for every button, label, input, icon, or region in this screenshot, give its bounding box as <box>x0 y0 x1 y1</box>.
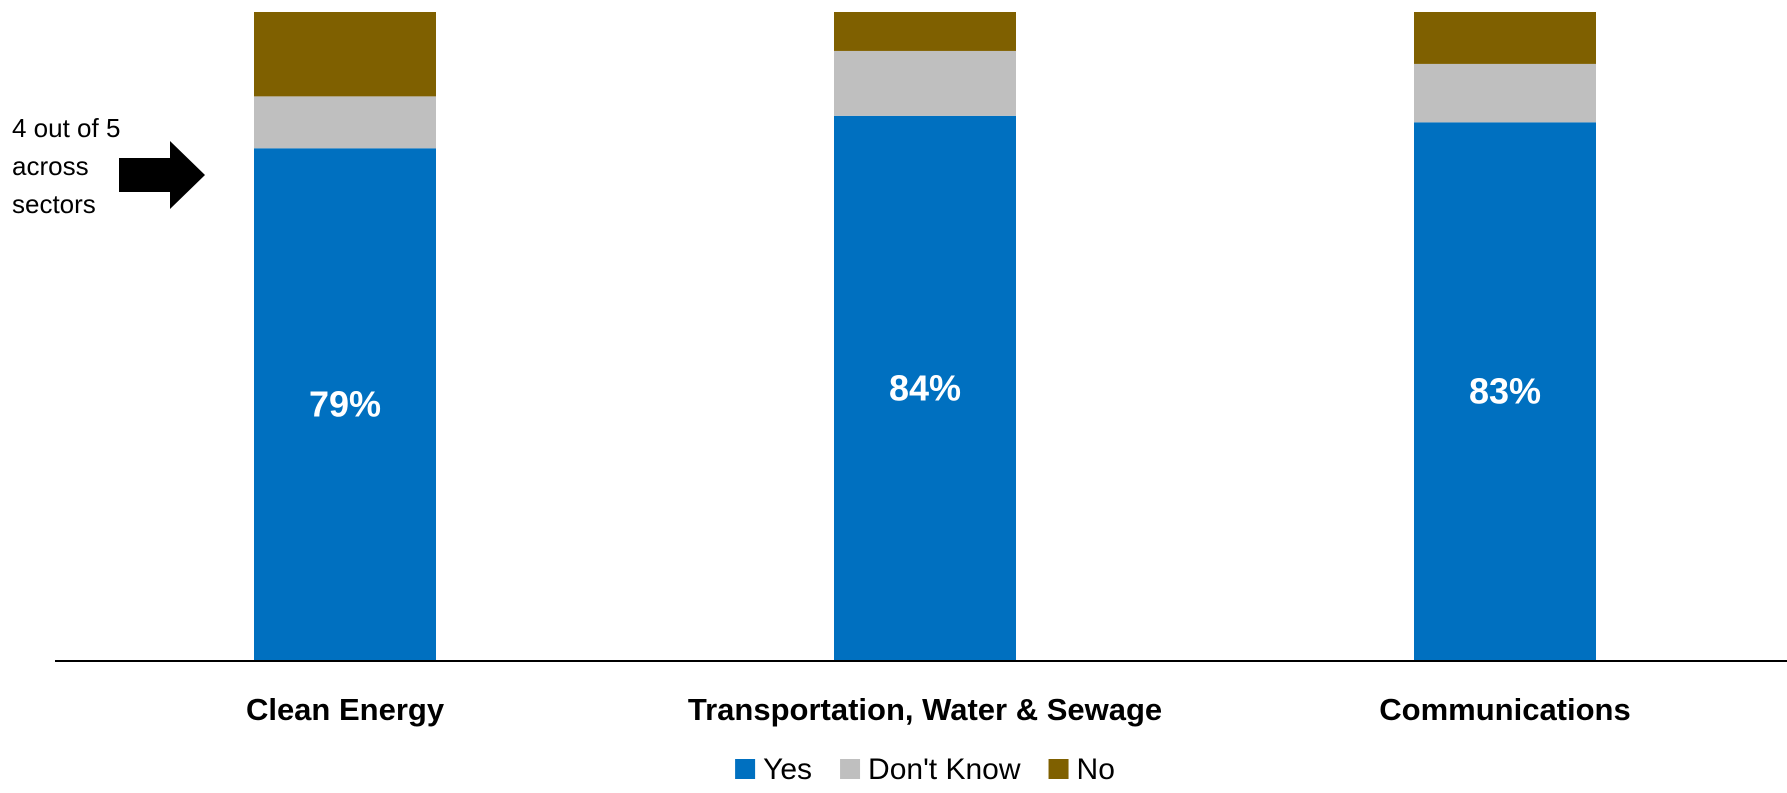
legend-swatch-yes <box>735 759 756 779</box>
data-labels-group: 79% 84% 83% <box>309 367 1541 424</box>
annotation-line-2: across <box>12 151 89 181</box>
bars-group <box>254 12 1596 662</box>
data-label-communications: 83% <box>1469 371 1541 412</box>
legend-swatch-no <box>1048 759 1069 779</box>
bar-communications-no <box>1414 12 1596 64</box>
data-label-clean-energy: 79% <box>309 384 381 425</box>
category-labels-group: Clean Energy Transportation, Water & Sewa… <box>246 692 1631 727</box>
category-label-clean-energy: Clean Energy <box>246 692 445 727</box>
bar-transportation-water-sewage-yes <box>834 115 1016 662</box>
legend: Yes Don't Know No <box>735 753 1115 786</box>
annotation-line-3: sectors <box>12 189 96 219</box>
bar-transportation-water-sewage-don-t-know <box>834 50 1016 116</box>
legend-label-don-t-know: Don't Know <box>868 753 1021 786</box>
legend-label-no: No <box>1077 753 1115 786</box>
right-arrow-icon <box>119 141 205 209</box>
bar-communications-don-t-know <box>1414 63 1596 123</box>
data-label-transportation-water-sewage: 84% <box>889 367 961 408</box>
annotation-line-1: 4 out of 5 <box>12 113 120 143</box>
bar-communications-yes <box>1414 122 1596 661</box>
bar-clean-energy-yes <box>254 148 436 662</box>
legend-swatch-don-t-know <box>840 759 861 779</box>
bar-clean-energy-don-t-know <box>254 96 436 149</box>
category-label-communications: Communications <box>1379 692 1630 727</box>
bar-clean-energy-no <box>254 12 436 97</box>
bar-transportation-water-sewage-no <box>834 12 1016 51</box>
legend-label-yes: Yes <box>763 753 812 786</box>
annotation: 4 out of 5 across sectors <box>12 113 205 219</box>
category-label-transportation-water-sewage: Transportation, Water & Sewage <box>688 692 1162 727</box>
